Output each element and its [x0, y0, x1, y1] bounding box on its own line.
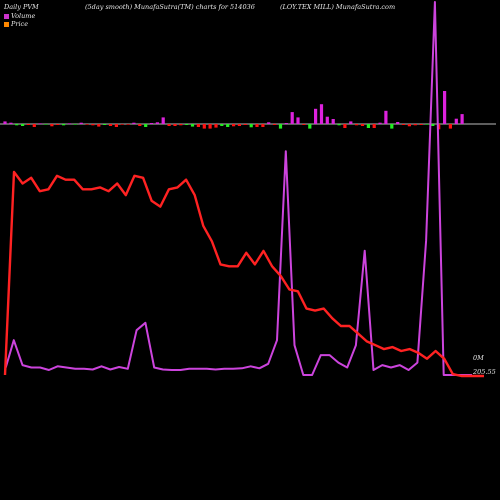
legend-price-swatch	[4, 21, 9, 27]
pvm-bar	[67, 123, 72, 124]
pvm-bar	[226, 124, 230, 127]
pvm-bar	[38, 123, 42, 124]
pvm-bar	[173, 124, 177, 126]
pvm-bar	[202, 124, 206, 129]
pvm-bar	[396, 122, 400, 124]
pvm-bar	[390, 124, 394, 129]
legend-price-label: Price	[11, 20, 29, 28]
pvm-bar	[62, 124, 66, 126]
pvm-bar	[325, 116, 329, 124]
pvm-bar	[97, 124, 101, 127]
pvm-bar	[26, 124, 30, 125]
pvm-bar	[32, 124, 36, 127]
pvm-bar	[144, 124, 148, 127]
pvm-bar	[73, 124, 77, 125]
legend-volume: Volume	[4, 12, 35, 20]
pvm-bar	[91, 124, 95, 126]
pvm-bar	[419, 124, 423, 125]
pvm-bar	[378, 122, 382, 124]
pvm-bar	[108, 124, 113, 126]
pvm-bar	[384, 110, 388, 124]
pvm-bar	[208, 124, 212, 129]
pvm-bar	[443, 91, 447, 124]
pvm-bar	[56, 124, 60, 125]
pvm-bar	[331, 119, 335, 124]
pvm-bar	[15, 124, 19, 126]
pvm-bar	[425, 124, 429, 125]
pvm-bar	[161, 117, 165, 124]
pvm-bar	[284, 123, 288, 124]
pvm-bar	[319, 104, 324, 124]
pvm-bar	[149, 123, 154, 124]
pvm-bar	[302, 124, 306, 125]
pvm-bar	[196, 124, 200, 127]
pvm-bar	[232, 124, 236, 127]
pvm-bar	[366, 124, 370, 128]
pvm-bar	[243, 124, 247, 125]
pvm-bar	[360, 124, 365, 126]
pvm-bar	[290, 112, 294, 124]
legend-volume-label: Volume	[11, 12, 36, 20]
pvm-bar	[249, 124, 253, 128]
chart-title-mid: (5day smooth) MunafaSutra(TM) charts for…	[85, 3, 255, 11]
pvm-bar	[132, 122, 136, 124]
pvm-bar	[185, 124, 189, 125]
pvm-bar	[126, 124, 130, 125]
pvm-bar	[343, 124, 347, 128]
volume-line	[4, 1, 472, 376]
chart-title-left: Daily PVM	[4, 3, 39, 11]
pvm-bar	[355, 124, 359, 126]
pvm-bar	[407, 124, 411, 127]
pvm-bar	[3, 121, 7, 124]
pvm-bar	[255, 124, 259, 127]
pvm-bars	[3, 91, 464, 130]
pvm-bar	[314, 108, 318, 124]
chart-title-right: (LOY.TEX MILL) MunafaSutra.com	[280, 3, 396, 11]
pvm-bar	[44, 124, 48, 125]
pvm-bar	[413, 124, 417, 126]
pvm-bar	[308, 124, 312, 129]
pvm-bar	[50, 124, 54, 127]
pvm-bar	[267, 122, 271, 124]
pvm-bar	[460, 114, 464, 124]
pvm-bar	[155, 122, 159, 124]
pvm-bar	[9, 122, 13, 124]
pvm-bar	[85, 124, 89, 125]
pvm-bar	[21, 124, 25, 126]
pvm-bar	[261, 124, 265, 127]
pvm-bar	[278, 124, 283, 129]
pvm-bar	[190, 124, 195, 127]
pvm-bar	[138, 124, 142, 126]
pvm-bar	[337, 124, 341, 126]
legend-volume-swatch	[4, 13, 9, 19]
pvm-bar	[220, 124, 224, 126]
pvm-bar	[179, 124, 183, 126]
pvm-bar	[114, 124, 118, 127]
pvm-bar	[296, 117, 300, 124]
pvm-bar	[448, 124, 452, 129]
pvm-bar	[167, 124, 171, 126]
pvm-bar	[79, 122, 83, 124]
pvm-bar	[372, 124, 376, 128]
pvm-bar	[273, 124, 277, 125]
pvm-bar	[237, 124, 241, 126]
pvm-bar	[120, 124, 124, 125]
pvm-bar	[401, 124, 406, 125]
price-line	[3, 170, 484, 378]
price-axis-label: 205.55	[472, 368, 496, 376]
pvm-bar	[103, 124, 107, 125]
legend-price: Price	[4, 20, 28, 28]
pvm-bar	[431, 124, 435, 126]
pvm-bar	[454, 118, 458, 124]
pvm-bar	[214, 124, 218, 128]
pvm-bar	[349, 121, 353, 124]
volume-axis-label: 0M	[473, 354, 484, 362]
